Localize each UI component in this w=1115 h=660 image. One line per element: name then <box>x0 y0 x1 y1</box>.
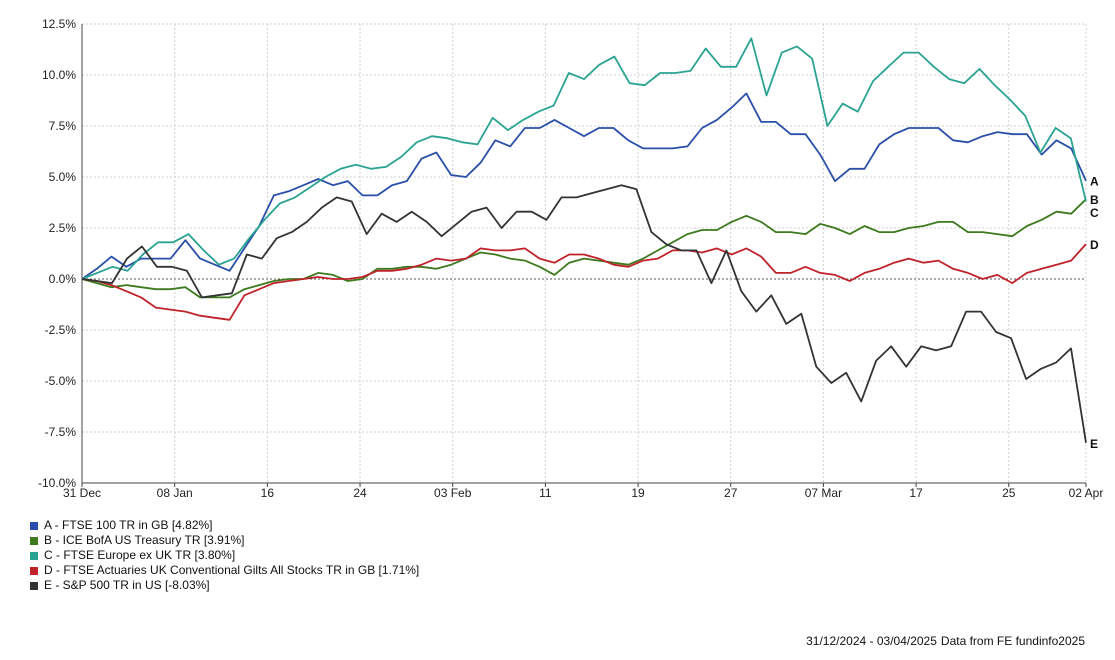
footer-source: 31/12/2024 - 03/04/2025 Data from FE fund… <box>806 634 1085 648</box>
legend-item-d: D - FTSE Actuaries UK Conventional Gilts… <box>30 563 419 578</box>
legend-label-b: B - ICE BofA US Treasury TR [3.91%] <box>44 533 245 547</box>
series-line-b <box>81 198 1087 299</box>
y-tick-label: 5.0% <box>49 170 77 184</box>
legend-swatch-e <box>30 581 38 590</box>
series-line-e <box>81 184 1087 443</box>
y-tick-label: 12.5% <box>42 17 76 31</box>
legend-label-c: C - FTSE Europe ex UK TR [3.80%] <box>44 548 236 562</box>
end-label-b: B <box>1090 193 1099 207</box>
legend-item-b: B - ICE BofA US Treasury TR [3.91%] <box>30 533 419 548</box>
x-tick-label: 03 Feb <box>434 486 472 500</box>
legend-item-e: E - S&P 500 TR in US [-8.03%] <box>30 578 419 593</box>
x-tick-label: 31 Dec <box>63 486 101 500</box>
legend: A - FTSE 100 TR in GB [4.82%] B - ICE Bo… <box>30 518 419 593</box>
end-label-e: E <box>1090 437 1098 451</box>
legend-swatch-d <box>30 566 38 575</box>
legend-label-d: D - FTSE Actuaries UK Conventional Gilts… <box>44 563 420 577</box>
legend-label-e: E - S&P 500 TR in US [-8.03%] <box>44 578 210 592</box>
legend-item-a: A - FTSE 100 TR in GB [4.82%] <box>30 518 419 533</box>
x-tick-label: 11 <box>539 486 552 500</box>
series-line-a <box>81 92 1087 280</box>
x-tick-label: 08 Jan <box>157 486 193 500</box>
series-line-d <box>81 243 1087 321</box>
legend-swatch-a <box>30 521 38 530</box>
chart-area: 12.5% 10.0% 7.5% 5.0% 2.5% 0.0% -2.5% -5.0% -7.5… <box>38 17 1104 500</box>
x-tick-label: 19 <box>631 486 645 500</box>
y-tick-label: 7.5% <box>49 119 77 133</box>
end-label-d: D <box>1090 238 1099 252</box>
x-tick-label: 07 Mar <box>805 486 842 500</box>
y-tick-label: -7.5% <box>45 425 77 439</box>
legend-item-c: C - FTSE Europe ex UK TR [3.80%] <box>30 548 419 563</box>
y-tick-label: -2.5% <box>45 323 77 337</box>
data-source: Data from FE fundinfo2025 <box>940 634 1085 648</box>
end-label-c: C <box>1090 206 1099 220</box>
y-tick-label: 10.0% <box>42 68 76 82</box>
legend-label-a: A - FTSE 100 TR in GB [4.82%] <box>44 518 213 532</box>
x-tick-label: 16 <box>261 486 275 500</box>
x-tick-label: 17 <box>909 486 923 500</box>
y-tick-label: -10.0% <box>38 476 76 490</box>
series-line-c <box>81 37 1087 280</box>
end-label-a: A <box>1090 175 1099 189</box>
x-tick-label: 02 Apr <box>1069 486 1104 500</box>
date-range: 31/12/2024 - 03/04/2025 <box>806 634 937 648</box>
y-tick-label: 0.0% <box>49 272 77 286</box>
y-tick-label: 2.5% <box>49 221 77 235</box>
x-tick-label: 25 <box>1002 486 1016 500</box>
line-chart: 12.5% 10.0% 7.5% 5.0% 2.5% 0.0% -2.5% -5.0% -7.5… <box>38 17 1104 500</box>
x-tick-label: 24 <box>353 486 367 500</box>
x-tick-label: 27 <box>724 486 738 500</box>
legend-swatch-c <box>30 551 38 560</box>
y-tick-label: -5.0% <box>45 374 77 388</box>
legend-swatch-b <box>30 536 38 545</box>
